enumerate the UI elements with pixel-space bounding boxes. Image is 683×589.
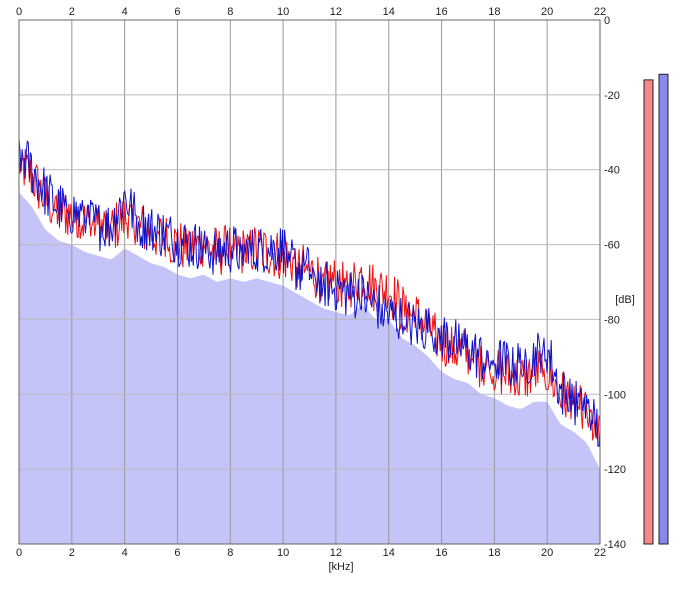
x-tick-label-bottom-7: 14 xyxy=(383,547,395,559)
x-tick-label-top-5: 10 xyxy=(277,6,289,18)
x-tick-label-bottom-1: 2 xyxy=(69,547,75,559)
level-meter-right xyxy=(658,73,669,545)
x-tick-label-bottom-8: 16 xyxy=(435,547,447,559)
y-tick-label-2: -40 xyxy=(604,165,620,177)
y-axis-label: [dB] xyxy=(615,294,635,306)
plot-frame xyxy=(18,19,601,545)
x-tick-label-bottom-2: 4 xyxy=(122,547,128,559)
x-tick-label-top-6: 12 xyxy=(330,6,342,18)
x-tick-label-top-8: 16 xyxy=(435,6,447,18)
y-tick-label-4: -80 xyxy=(604,314,620,326)
y-tick-label-6: -120 xyxy=(604,464,626,476)
x-tick-label-bottom-0: 0 xyxy=(16,547,22,559)
level-meter-left xyxy=(643,79,654,545)
x-tick-label-bottom-4: 8 xyxy=(227,547,233,559)
y-tick-label-5: -100 xyxy=(604,389,626,401)
y-tick-label-3: -60 xyxy=(604,240,620,252)
x-tick-label-top-11: 22 xyxy=(594,6,606,18)
x-tick-label-top-7: 14 xyxy=(383,6,395,18)
x-tick-label-top-4: 8 xyxy=(227,6,233,18)
x-tick-label-top-9: 18 xyxy=(488,6,500,18)
x-tick-label-top-2: 4 xyxy=(122,6,128,18)
x-tick-label-bottom-11: 22 xyxy=(594,547,606,559)
x-tick-label-top-10: 20 xyxy=(541,6,553,18)
x-tick-label-top-1: 2 xyxy=(69,6,75,18)
x-tick-label-bottom-6: 12 xyxy=(330,547,342,559)
x-tick-label-top-0: 0 xyxy=(16,6,22,18)
x-tick-label-bottom-10: 20 xyxy=(541,547,553,559)
x-tick-label-top-3: 6 xyxy=(174,6,180,18)
y-tick-label-1: -20 xyxy=(604,90,620,102)
x-axis-label: [kHz] xyxy=(328,561,353,573)
x-tick-label-bottom-5: 10 xyxy=(277,547,289,559)
x-tick-label-bottom-3: 6 xyxy=(174,547,180,559)
series-right-line xyxy=(18,138,601,447)
x-tick-label-bottom-9: 18 xyxy=(488,547,500,559)
y-tick-label-7: -140 xyxy=(604,539,626,551)
spectrum-fill-area xyxy=(19,192,600,544)
y-tick-label-0: 0 xyxy=(604,15,610,27)
